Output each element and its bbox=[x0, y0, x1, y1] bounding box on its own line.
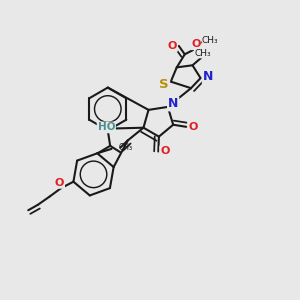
Text: S: S bbox=[160, 77, 169, 91]
Text: CH₃: CH₃ bbox=[195, 49, 211, 58]
Text: N: N bbox=[168, 98, 178, 110]
Text: N: N bbox=[203, 70, 213, 83]
Text: O: O bbox=[191, 39, 200, 49]
Text: CH₃: CH₃ bbox=[202, 36, 218, 45]
Text: O: O bbox=[168, 41, 177, 51]
Text: CH₃: CH₃ bbox=[119, 143, 133, 152]
Text: HO: HO bbox=[98, 122, 115, 132]
Text: O: O bbox=[160, 146, 170, 157]
Text: O: O bbox=[188, 122, 197, 132]
Text: O: O bbox=[55, 178, 64, 188]
